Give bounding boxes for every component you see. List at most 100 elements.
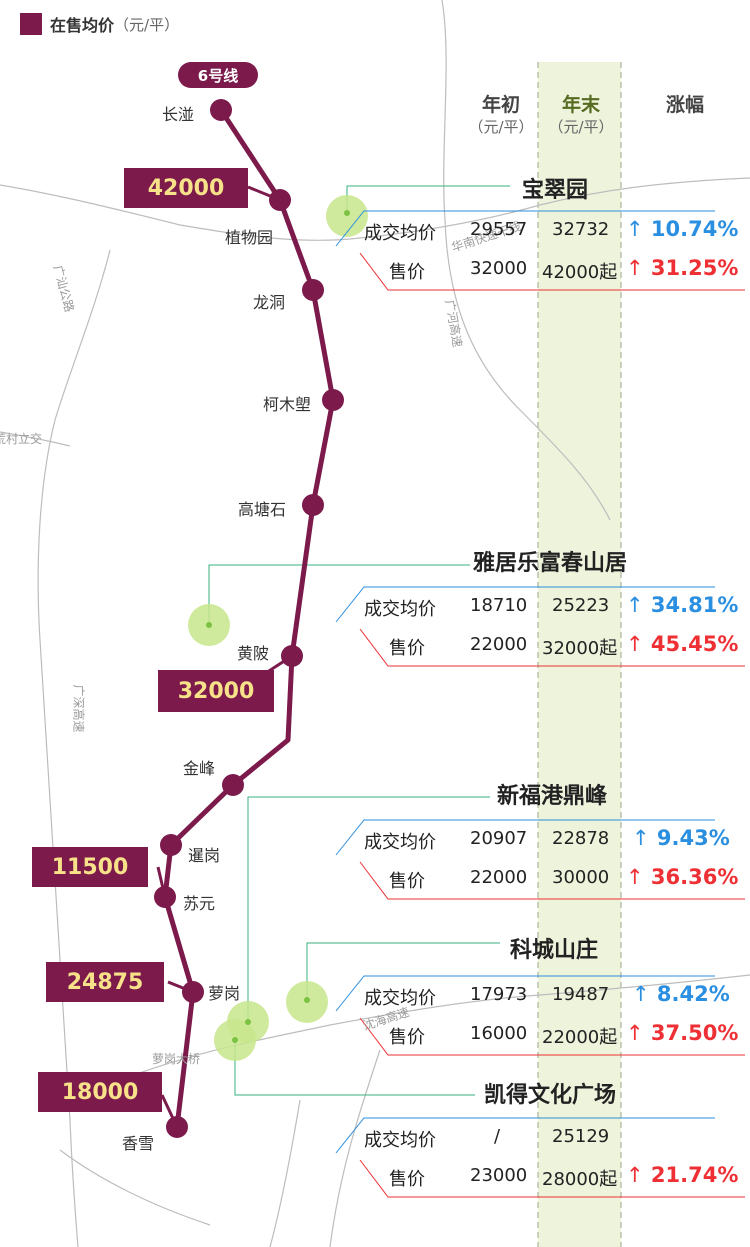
legend: 在售均价 （元/平） <box>20 12 179 36</box>
up-arrow-icon: ↑ <box>626 632 644 656</box>
sale-price-start: 16000 <box>470 1023 528 1044</box>
leader-xinfugang <box>247 796 490 1022</box>
sale-price-label: 售价 <box>389 1169 425 1190</box>
deal-price-start: 17973 <box>470 984 528 1005</box>
station-label: 金峰 <box>183 759 216 778</box>
sale-price-end: 32000起 <box>542 638 618 659</box>
sale-price-start: 23000 <box>470 1165 528 1186</box>
station-label: 长湴 <box>162 105 195 124</box>
deal-price-start: 20907 <box>470 828 528 849</box>
sale-price-label: 售价 <box>389 262 425 283</box>
up-arrow-icon: ↑ <box>626 256 644 280</box>
deal-price-end: 25223 <box>552 595 610 616</box>
metro-line-6 <box>162 108 336 1128</box>
sale-price-end: 42000起 <box>542 262 618 283</box>
up-arrow-icon: ↑ <box>626 1163 644 1187</box>
sale-price-start: 22000 <box>470 634 528 655</box>
rules-kecheng <box>335 975 745 1056</box>
deal-price-change: ↑ 9.43% <box>632 826 730 850</box>
legend-label: 在售均价 <box>50 16 115 35</box>
legend-unit: （元/平） <box>114 15 180 34</box>
deal-price-end: 19487 <box>552 984 610 1005</box>
sale-price-end: 22000起 <box>542 1027 618 1048</box>
station-price-box: 18000 <box>38 1072 162 1112</box>
column-header-change-label: 涨幅 <box>665 94 704 116</box>
sale-price-label: 售价 <box>389 871 425 892</box>
station-dot-huangpi <box>281 645 303 667</box>
year-end-column-highlight <box>538 62 621 1247</box>
column-header-end: 年末 （元/平） <box>538 94 624 138</box>
station-label: 植物园 <box>225 228 274 247</box>
deal-price-end: 25129 <box>552 1126 610 1147</box>
up-arrow-icon: ↑ <box>626 1021 644 1045</box>
column-header-start-unit: （元/平） <box>468 118 534 136</box>
project-name: 新福港鼎峰 <box>497 784 608 809</box>
sale-price-end: 30000 <box>552 867 610 888</box>
project-markers <box>188 195 368 1061</box>
road-huanan <box>0 177 750 241</box>
station-dot-suyuan <box>154 886 176 908</box>
column-header-end-label: 年末 <box>561 94 600 116</box>
leader-baocuiyuan <box>346 185 510 213</box>
sale-price-change: ↑ 31.25% <box>626 256 739 280</box>
sale-price-start: 22000 <box>470 867 528 888</box>
road-guanghe <box>441 0 611 521</box>
road-south-2 <box>269 1099 301 1247</box>
station-dot-xiangang <box>160 834 182 856</box>
station-label: 黄陂 <box>237 644 270 663</box>
stations <box>154 99 344 1138</box>
station-dot-kemulang <box>322 389 344 411</box>
station-price-box: 32000 <box>158 670 274 712</box>
deal-price-label: 成交均价 <box>364 832 436 853</box>
deal-price-start: 18710 <box>470 595 528 616</box>
table-rules <box>335 210 745 1198</box>
sale-price-start: 32000 <box>470 258 528 279</box>
deal-price-start: 29557 <box>470 219 528 240</box>
project-name: 宝翠园 <box>522 178 589 203</box>
sale-price-label: 售价 <box>389 638 425 659</box>
station-label: 高塘石 <box>238 500 287 519</box>
station-label: 柯木塱 <box>263 395 312 414</box>
station-price-box: 11500 <box>32 847 148 887</box>
deal-price-change: ↑ 8.42% <box>632 982 730 1006</box>
up-arrow-icon: ↑ <box>626 865 644 889</box>
station-dot-xiangxue <box>166 1116 188 1138</box>
station-label: 龙洞 <box>253 293 286 312</box>
project-name: 雅居乐富春山居 <box>473 551 628 576</box>
sale-price-change: ↑ 36.36% <box>626 865 739 889</box>
leader-kaide <box>234 1040 475 1096</box>
up-arrow-icon: ↑ <box>632 826 650 850</box>
station-label: 萝岗 <box>208 984 241 1003</box>
column-header-change: 涨幅 <box>640 94 730 116</box>
project-name: 凯得文化广场 <box>484 1083 617 1108</box>
rules-baocuiyuan <box>335 210 745 291</box>
road-label: 萝岗大桥 <box>152 1052 201 1066</box>
road-huangcun <box>0 431 71 447</box>
station-label: 苏元 <box>183 894 216 913</box>
road-label: 广深高速 <box>71 684 86 733</box>
deal-price-end: 32732 <box>552 219 610 240</box>
road-sw <box>59 1149 211 1226</box>
up-arrow-icon: ↑ <box>632 982 650 1006</box>
project-marker-dots <box>206 210 350 1043</box>
rules-kaide <box>335 1117 745 1198</box>
deal-price-end: 22878 <box>552 828 610 849</box>
station-label: 暹岗 <box>188 846 221 865</box>
sale-price-end: 28000起 <box>542 1169 618 1190</box>
sale-price-change: ↑ 21.74% <box>626 1163 739 1187</box>
sale-price-change: ↑ 45.45% <box>626 632 739 656</box>
project-name: 科城山庄 <box>510 938 599 963</box>
column-header-start-label: 年初 <box>481 94 520 116</box>
station-price-box: 42000 <box>124 168 248 208</box>
station-dot-luogang <box>182 981 204 1003</box>
station-dot-gaotangshi <box>302 494 324 516</box>
up-arrow-icon: ↑ <box>626 217 644 241</box>
deal-price-start: / <box>494 1126 501 1147</box>
deal-price-label: 成交均价 <box>364 599 436 620</box>
deal-price-label: 成交均价 <box>364 223 436 244</box>
deal-price-label: 成交均价 <box>364 988 436 1009</box>
rules-yajule <box>335 586 745 667</box>
station-dot-changban <box>210 99 232 121</box>
